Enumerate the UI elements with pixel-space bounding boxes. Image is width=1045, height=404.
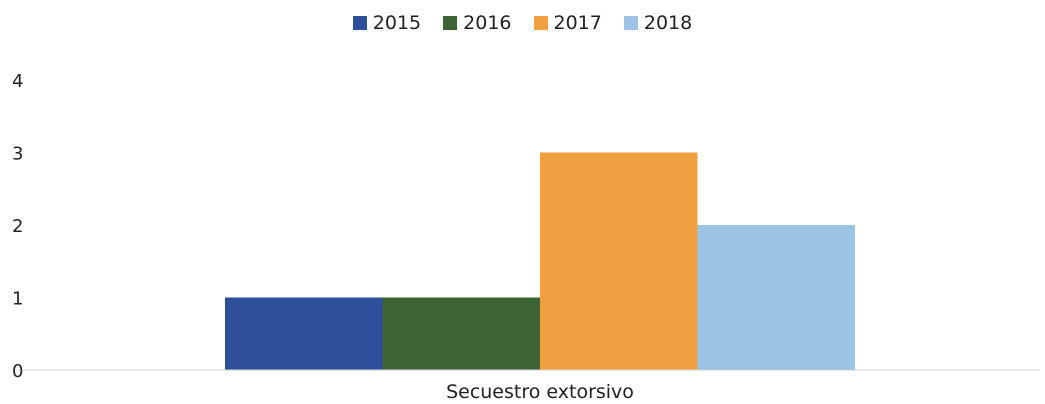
y-tick-label: 3 — [12, 144, 23, 165]
legend-swatch-2017 — [533, 16, 548, 30]
y-axis-ticks: 0 1 2 3 4 — [12, 71, 23, 382]
y-tick-label: 0 — [12, 361, 23, 382]
legend-label-2016: 2016 — [463, 12, 512, 34]
y-tick-label: 1 — [12, 289, 23, 310]
legend-label-2017: 2017 — [553, 12, 602, 34]
bars-group — [225, 152, 855, 370]
legend-label-2015: 2015 — [372, 12, 422, 34]
y-tick-label: 4 — [12, 71, 23, 92]
bar-2015 — [225, 297, 383, 370]
legend-label-2018: 2018 — [643, 12, 693, 34]
chart-legend: 2015 2016 2017 2018 — [0, 12, 1045, 34]
legend-swatch-2015 — [352, 16, 367, 30]
bar-2018 — [697, 225, 855, 370]
legend-swatch-2018 — [623, 16, 638, 30]
legend-swatch-2016 — [443, 16, 458, 30]
bar-2016 — [382, 297, 540, 370]
legend-item-2015: 2015 — [352, 12, 422, 34]
bar-2017 — [540, 152, 698, 370]
legend-item-2016: 2016 — [443, 12, 512, 34]
x-axis-labels: Secuestro extorsivo — [446, 381, 634, 403]
legend-item-2017: 2017 — [533, 12, 602, 34]
y-tick-label: 2 — [12, 216, 23, 237]
x-category-label: Secuestro extorsivo — [446, 381, 634, 403]
legend-item-2018: 2018 — [623, 12, 693, 34]
